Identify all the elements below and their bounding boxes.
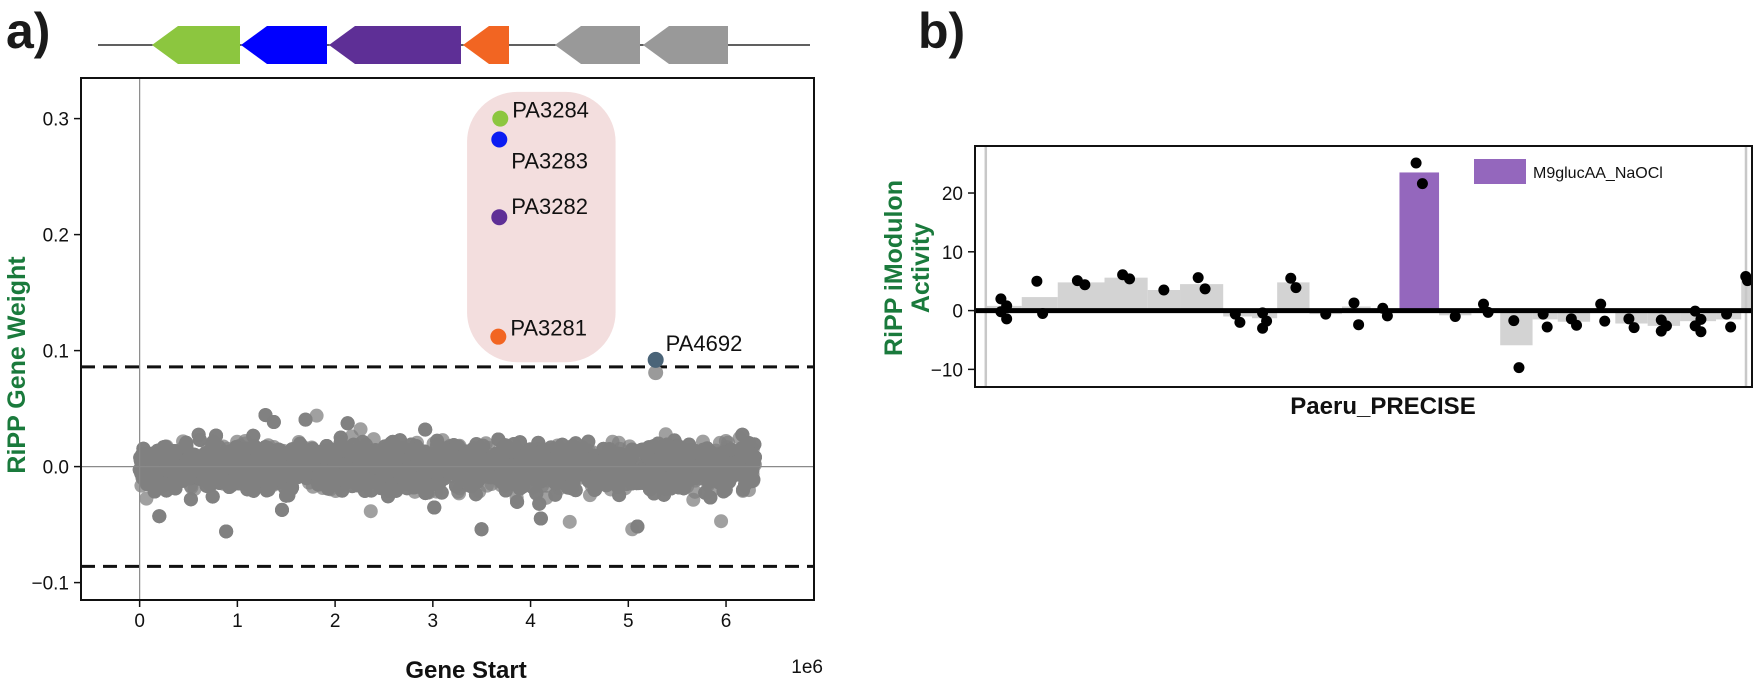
panel-label-b: b) — [918, 3, 965, 59]
gene-point — [183, 492, 198, 507]
gene-point — [714, 514, 729, 529]
gene-point — [309, 408, 324, 423]
operon-gene-arrow — [329, 26, 461, 64]
operon-gene-arrow — [555, 26, 640, 64]
gene-point — [298, 412, 313, 427]
gene-point — [363, 504, 378, 519]
operon-gene-arrow — [241, 26, 327, 64]
highlight-region — [467, 91, 616, 363]
gene-point — [533, 511, 548, 526]
operon-gene-arrow — [463, 26, 509, 64]
gene-point — [562, 514, 577, 529]
panel-label-a: a) — [6, 3, 50, 59]
gene-point — [274, 502, 289, 517]
gene-point — [205, 489, 220, 504]
gene-point — [192, 432, 207, 447]
gene-point — [548, 487, 563, 502]
operon-gene-arrow — [152, 26, 240, 64]
gene-point — [219, 524, 234, 539]
background-genes — [132, 408, 762, 539]
operon-gene-arrow — [643, 26, 728, 64]
operon-diagram — [98, 26, 810, 64]
gene-point — [510, 494, 525, 509]
gene-point — [686, 492, 701, 507]
